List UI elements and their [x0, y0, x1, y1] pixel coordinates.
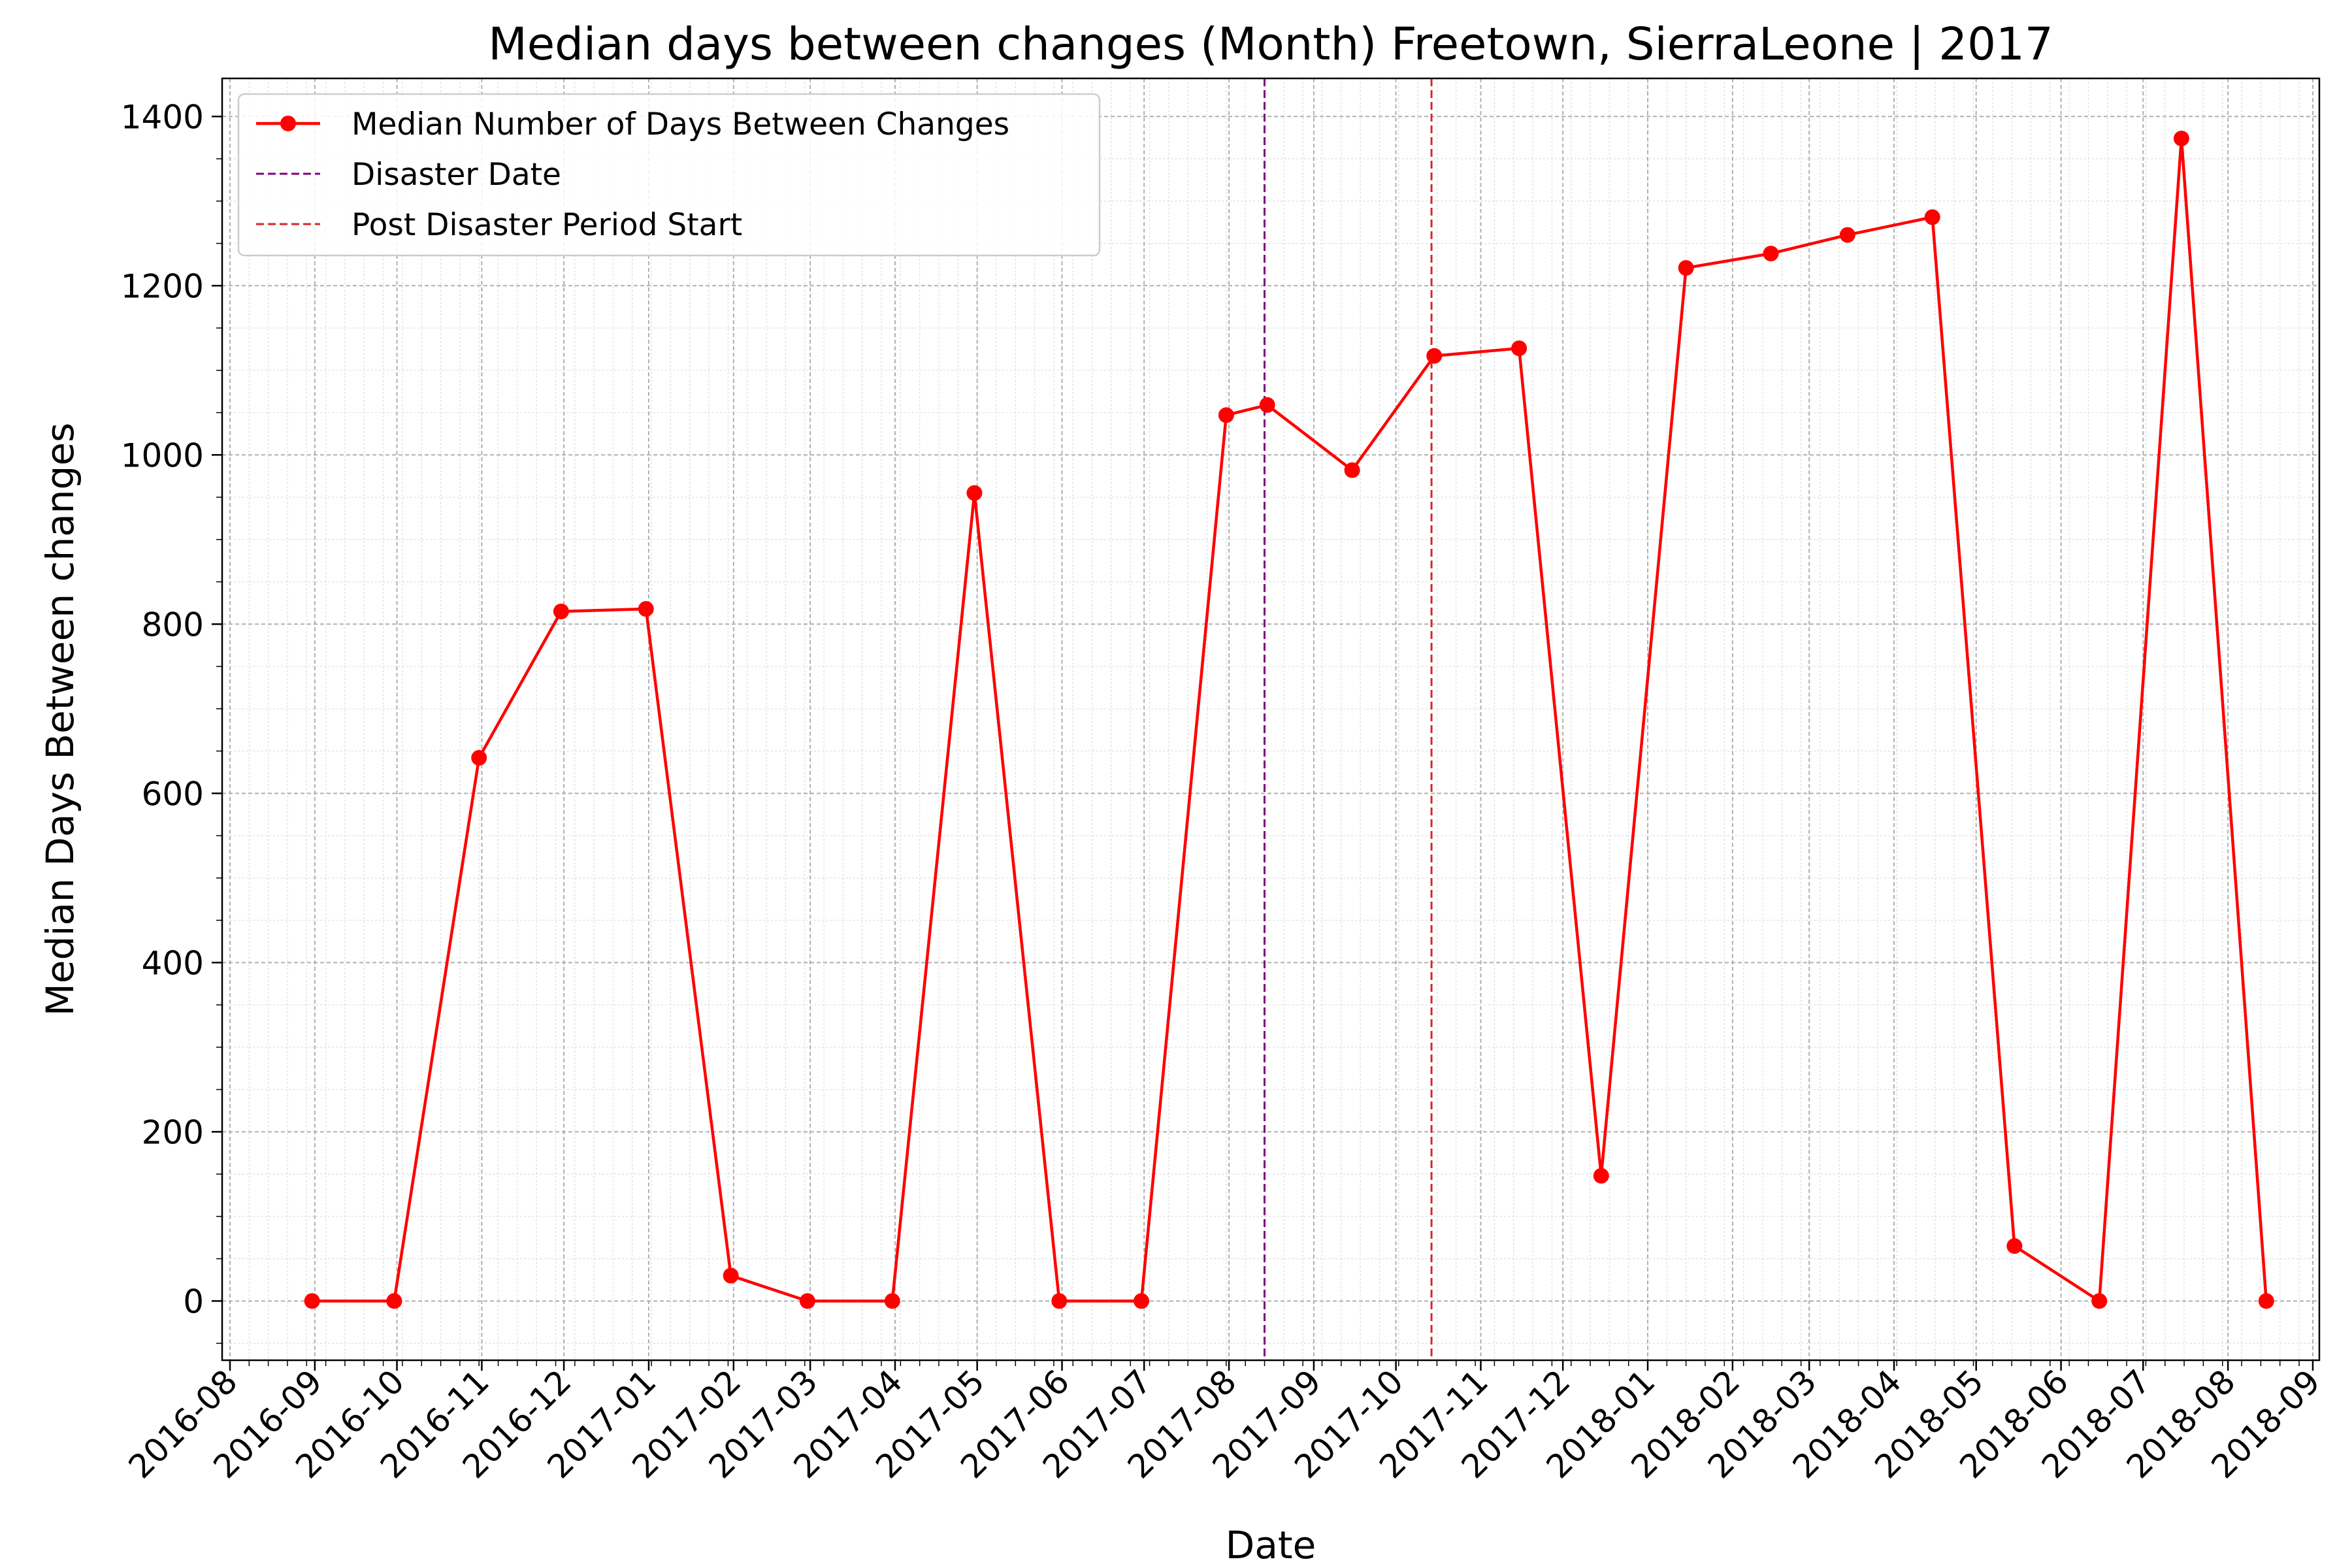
chart-title: Median days between changes (Month) Free…: [488, 18, 2053, 71]
data-point: [304, 1293, 320, 1309]
y-tick-label: 800: [142, 606, 204, 644]
data-point: [966, 485, 983, 501]
data-point: [1924, 209, 1940, 225]
data-point: [1763, 246, 1779, 262]
data-point: [2091, 1293, 2108, 1309]
legend-box: [237, 93, 1101, 257]
major-grid: [222, 78, 2319, 1360]
data-point: [386, 1293, 402, 1309]
data-point: [1426, 348, 1443, 364]
data-point: [1134, 1293, 1150, 1309]
series-layer: [304, 130, 2274, 1309]
y-tick-label: 1400: [121, 98, 204, 136]
y-tick-label: 1200: [121, 267, 204, 305]
legend: Median Number of Days Between Changes Di…: [237, 93, 1101, 257]
data-point: [1593, 1168, 1609, 1184]
legend-label-post-disaster: Post Disaster Period Start: [351, 207, 742, 243]
y-axis-ticks: 0 200 400 600 800 1000 1200 1400: [121, 98, 222, 1344]
minor-grid: [222, 78, 2319, 1360]
data-point: [553, 603, 569, 619]
data-point: [1839, 227, 1855, 243]
data-point: [723, 1267, 739, 1284]
legend-marker-series: [280, 116, 296, 131]
data-point: [2006, 1238, 2023, 1254]
data-point: [884, 1293, 900, 1309]
data-point: [1259, 397, 1275, 413]
y-tick-label: 600: [142, 775, 204, 813]
data-point: [1511, 340, 1527, 357]
y-tick-label: 0: [183, 1282, 204, 1320]
legend-label-disaster-date: Disaster Date: [351, 157, 561, 193]
y-tick-label: 200: [142, 1113, 204, 1151]
y-axis-label: Median Days Between changes: [38, 423, 82, 1016]
y-tick-label: 400: [142, 944, 204, 982]
data-point: [1344, 462, 1360, 478]
data-point: [638, 600, 654, 617]
y-tick-label: 1000: [121, 436, 204, 474]
x-axis-label: Date: [1226, 1523, 1316, 1567]
data-point: [1678, 260, 1694, 276]
plot-frame: [221, 77, 2321, 1362]
data-point: [799, 1293, 815, 1309]
data-point: [471, 749, 487, 766]
data-point: [1051, 1293, 1068, 1309]
data-point: [1218, 407, 1234, 423]
legend-label-series: Median Number of Days Between Changes: [351, 106, 1009, 142]
data-point: [2173, 130, 2189, 146]
reference-lines: [1264, 78, 1433, 1360]
data-point: [2258, 1293, 2274, 1309]
